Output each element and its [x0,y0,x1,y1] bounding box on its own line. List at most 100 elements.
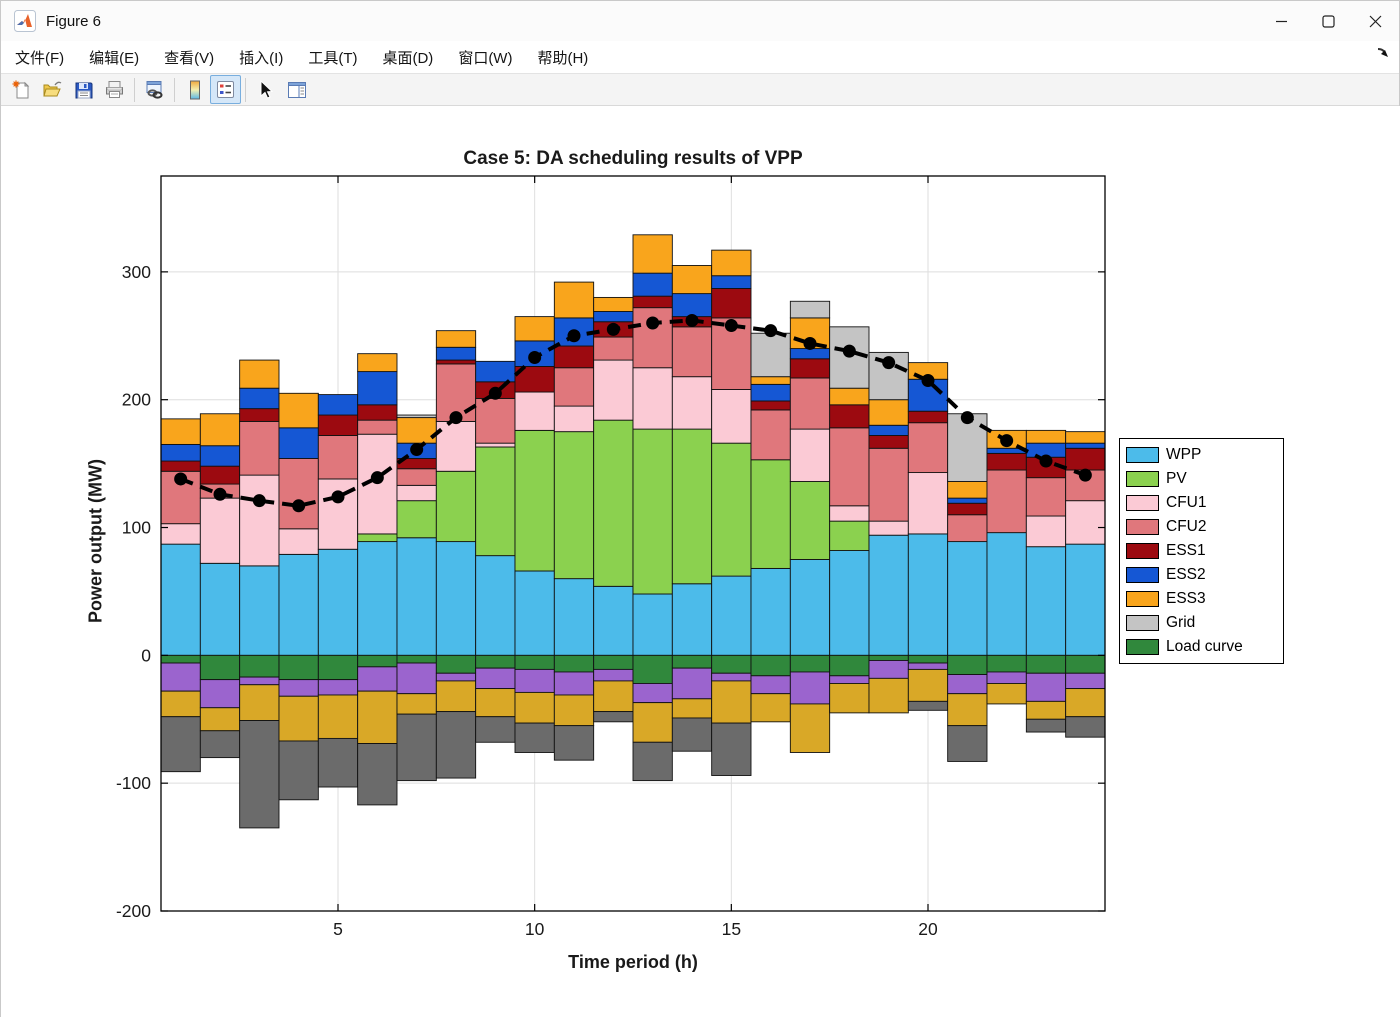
bar-segment-ess1 [750,400,791,411]
bar-segment-pv [789,481,831,560]
bar-segment-unlabeled-dark-yellow [199,707,241,732]
legend-swatch [1126,615,1159,631]
menu-item-6[interactable]: 窗口(W) [458,49,513,67]
bar-segment-cfu1 [199,497,241,564]
bar-segment-unlabeled-dark-yellow [160,690,201,718]
bar-segment-cfu1 [475,442,516,448]
y-axis-label: Power output (MW) [85,459,106,623]
insert-legend-button[interactable] [210,75,241,104]
print-button[interactable] [99,75,130,104]
bar-segment-unlabeled-purple [435,672,477,682]
bar-segment-cfu1 [553,405,595,433]
bar-segment-load-curve [947,654,988,675]
insert-colorbar-button[interactable] [179,75,210,104]
bar-segment-unlabeled-purple [1025,672,1067,702]
bar-segment-unlabeled-purple [553,671,595,696]
bar-segment-unlabeled-purple [593,668,634,682]
legend-label: Grid [1166,614,1196,631]
minimize-button[interactable] [1258,1,1305,41]
bar-segment-ess2 [1065,442,1106,449]
bar-segment-cfu1 [278,528,319,555]
bar-segment-load-curve [750,654,791,677]
plot-axes: 5 10 15 20 -200 -100 0 100 200 300 [116,175,1106,939]
bar-segment-unlabeled-purple [1065,672,1106,690]
bar-segment-unlabeled-dark-yellow [514,691,555,724]
save-button[interactable] [68,75,99,104]
bar-segment-ess3 [829,387,870,406]
legend-swatch [1126,591,1159,607]
bar-segment-wpp [317,548,359,656]
bar-segment-ess2 [947,497,988,504]
y-tick-label: 300 [122,262,151,282]
menu-item-5[interactable]: 桌面(D) [382,49,434,67]
bar-segment-load-curve [553,654,595,673]
property-editor-button[interactable] [281,75,312,104]
menu-item-1[interactable]: 编辑(E) [89,49,140,67]
bar-segment-wpp [789,559,831,656]
bar-segment-unlabeled-purple [829,675,870,684]
bar-segment-cfu2 [986,469,1027,534]
legend-label: WPP [1166,446,1202,463]
bar-segment-load-curve [199,654,241,681]
bar-segment-unlabeled-purple [986,671,1027,684]
bar-segment-unlabeled-dark-gray [907,700,949,711]
bar-segment-ess3 [868,399,909,426]
data-cursor-button[interactable] [250,75,281,104]
x-axis-label: Time period (h) [568,952,698,972]
legend-label: ESS3 [1166,590,1206,607]
y-tick-label: -100 [116,773,151,793]
legend[interactable]: WPP PV CFU1 CFU2 ESS1 ESS2 ESS3 Grid Load curve [1119,438,1284,664]
bar-segment-wpp [278,553,319,656]
bar-segment-load-curve [671,654,713,669]
bar-segment-cfu1 [435,420,477,472]
title-bar[interactable]: Figure 6 [1,1,1399,41]
bar-segment-load-curve [514,654,555,670]
bar-segment-load-curve [160,654,201,664]
load-curve-marker [331,490,345,504]
legend-swatch [1126,639,1159,655]
open-file-button[interactable] [37,75,68,104]
bar-segment-ess3 [711,249,752,277]
cursor-arrow-icon [260,79,274,99]
close-icon [1369,15,1382,27]
bar-segment-load-curve [475,654,516,669]
load-curve-marker [370,471,384,485]
bar-segment-ess3 [357,353,398,373]
bar-segment-unlabeled-purple [199,679,241,709]
bar-segment-unlabeled-purple [514,668,555,693]
bar-segment-unlabeled-purple [396,662,437,695]
legend-label: ESS1 [1166,542,1206,559]
save-floppy-icon [75,82,92,98]
menu-item-2[interactable]: 查看(V) [164,49,215,67]
bar-segment-ess3 [1025,429,1067,444]
menu-item-3[interactable]: 插入(I) [239,49,284,67]
dock-figure-arrow-icon[interactable] [1375,45,1391,61]
maximize-button[interactable] [1305,1,1352,41]
menu-item-7[interactable]: 帮助(H) [537,49,589,67]
menu-item-4[interactable]: 工具(T) [308,49,358,67]
bar-segment-ess1 [789,358,831,379]
bar-segment-unlabeled-purple [868,660,909,679]
close-button[interactable] [1352,1,1399,41]
bar-segment-load-curve [278,654,319,681]
bar-segment-unlabeled-dark-gray [199,730,241,759]
bar-segment-ess1 [1065,447,1106,471]
bar-segment-cfu1 [671,376,713,430]
menu-item-0[interactable]: 文件(F) [15,49,65,67]
toolbar-separator [134,77,135,102]
bar-segment-ess3 [947,481,988,499]
bar-segment-load-curve [868,654,909,661]
bar-segment-cfu2 [907,422,949,474]
bar-segment-cfu2 [947,514,988,543]
bar-segment-ess2 [239,387,280,410]
bar-segment-ess1 [160,460,201,472]
bar-segment-cfu2 [357,419,398,435]
bar-segment-unlabeled-dark-gray [632,741,673,782]
bar-segment-unlabeled-dark-yellow [789,703,831,753]
legend-item: ESS1 [1126,539,1277,563]
load-curve-marker [1078,468,1092,482]
legend-icon [217,81,234,98]
new-figure-button[interactable] [6,75,37,104]
link-plot-button[interactable] [139,75,170,104]
